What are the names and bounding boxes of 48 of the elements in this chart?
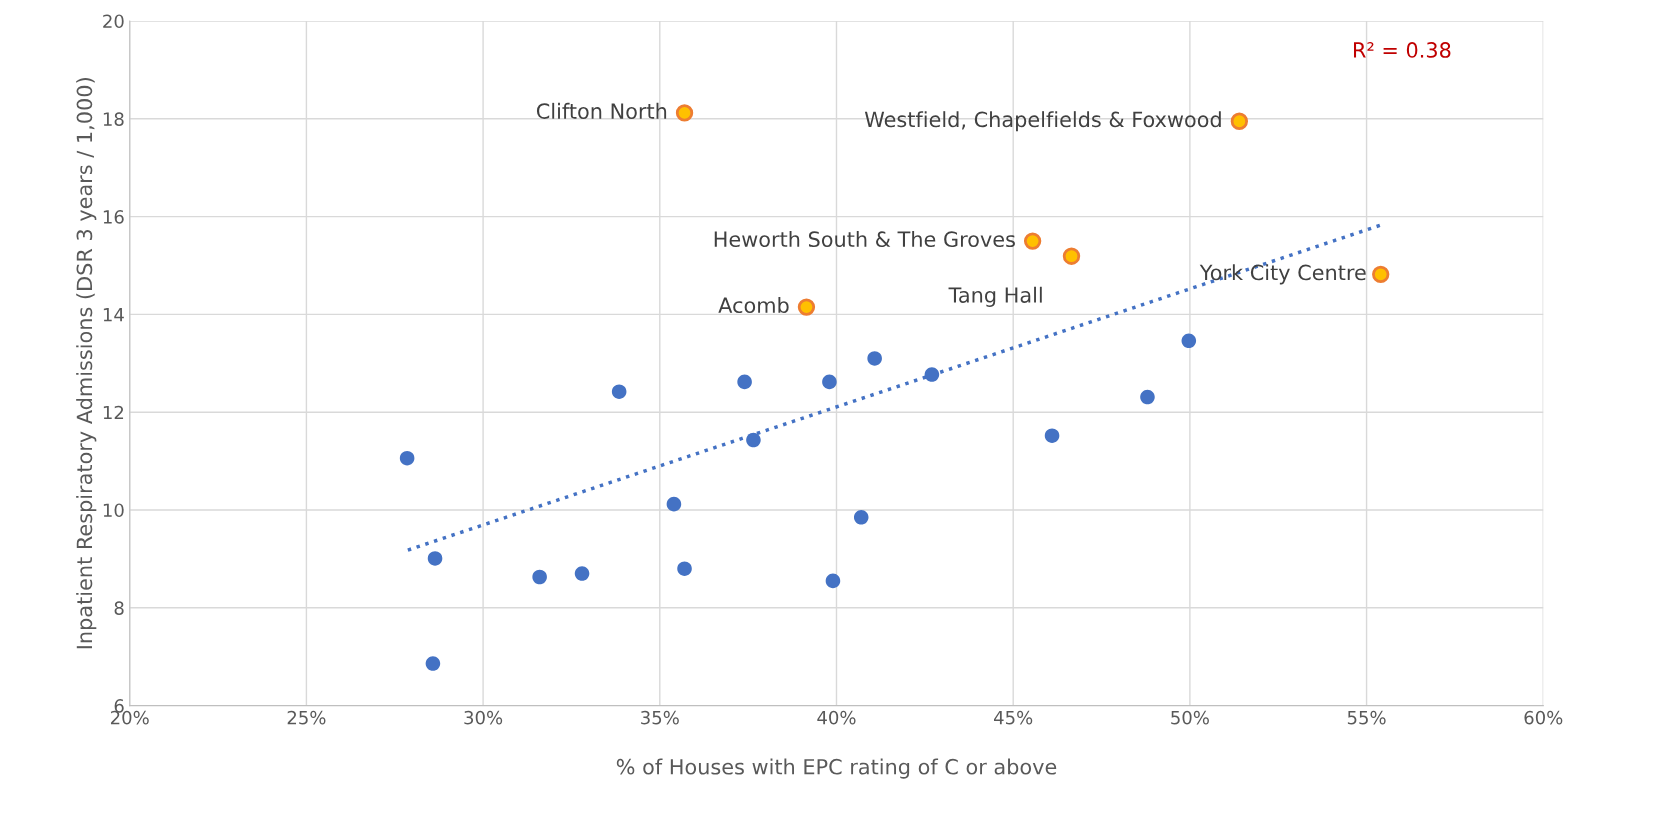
point — [1023, 232, 1042, 250]
annotation: York City Centre — [1199, 264, 1366, 285]
point — [924, 367, 940, 382]
point — [675, 104, 694, 122]
x-tick-label: 60% — [1524, 710, 1563, 725]
y-tick-label: 20 — [103, 14, 124, 29]
y-tick-label: 12 — [103, 405, 124, 420]
point — [1044, 428, 1060, 443]
point — [1181, 333, 1197, 349]
point — [399, 450, 415, 466]
annotation: Tang Hall — [948, 286, 1042, 307]
point — [532, 569, 547, 585]
point — [853, 510, 869, 525]
x-tick-label: 55% — [1347, 710, 1386, 725]
point — [1230, 112, 1249, 130]
point — [797, 298, 816, 316]
point — [825, 573, 841, 589]
point — [666, 496, 682, 512]
y-tick-label: 8 — [114, 601, 124, 615]
x-tick-label: 45% — [994, 710, 1033, 725]
point — [867, 351, 882, 366]
x-tick-label: 50% — [1171, 710, 1209, 725]
x-tick-label: 35% — [641, 710, 679, 725]
point — [574, 566, 590, 581]
annotation: Heworth South & The Groves — [714, 230, 1015, 248]
point — [822, 374, 837, 390]
y-tick-label: 16 — [103, 210, 124, 224]
point — [1062, 247, 1081, 265]
point — [1140, 389, 1155, 405]
point — [611, 384, 627, 399]
annotation: Westfield, Chapelfields & Foxwood — [864, 111, 1221, 132]
point — [746, 432, 761, 448]
x-tick-label: 40% — [817, 710, 856, 725]
annotation: R² = 0.38 — [1354, 42, 1451, 58]
point — [425, 656, 441, 671]
annotation: Acomb — [718, 296, 789, 314]
x-tick-label: 30% — [464, 710, 503, 725]
y-tick-label: 18 — [103, 112, 124, 126]
point — [1372, 265, 1390, 283]
y-tick-label: 14 — [103, 308, 124, 322]
point — [427, 551, 443, 566]
y-axis-title: Inpatient Respiratory Admissions (DSR 3 years / 1,000) — [76, 78, 97, 649]
point — [677, 561, 692, 576]
point — [737, 374, 752, 390]
x-tick-label: 25% — [287, 710, 326, 725]
y-tick-label: 10 — [103, 503, 124, 518]
annotation: Clifton North — [536, 102, 667, 119]
x-axis-title: % of Houses with EPC rating of C or above — [616, 758, 1057, 779]
